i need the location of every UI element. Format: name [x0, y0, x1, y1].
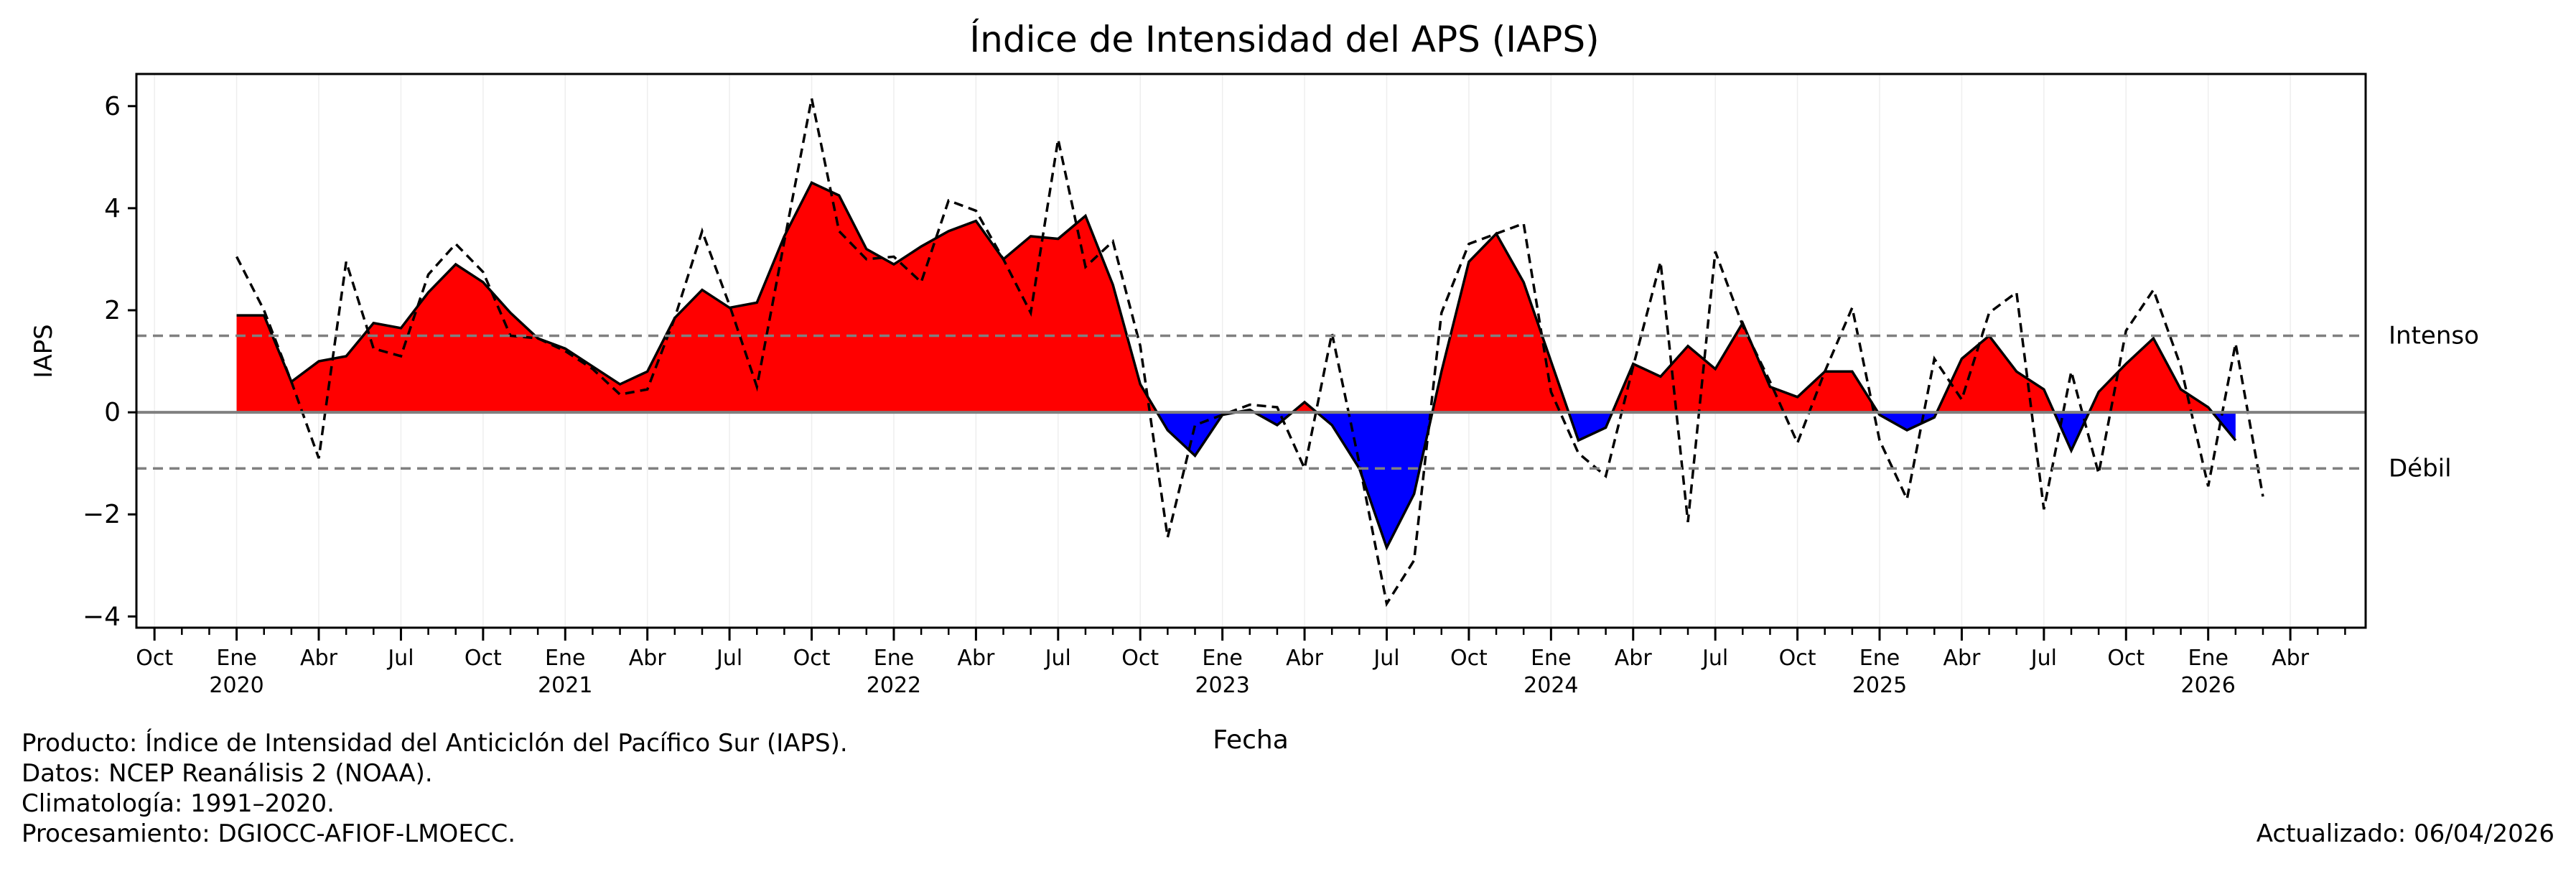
x-tick-label-month: Abr [1943, 646, 1981, 671]
footer-line-3: Climatología: 1991–2020. [22, 789, 335, 818]
x-axis-label: Fecha [1213, 725, 1289, 755]
monthly-dashed-line [235, 98, 2264, 608]
x-tick-label-year: 2022 [867, 673, 921, 698]
x-tick-label-month: Abr [1615, 646, 1653, 671]
x-tick-label-month: Abr [300, 646, 338, 671]
area-fills [236, 182, 2236, 548]
y-axis: −4 −2 0 2 4 6 [83, 92, 136, 631]
x-tick-label-month: Ene [1859, 646, 1900, 671]
x-tick-label-month: Abr [2272, 646, 2310, 671]
x-tick-label-month: Abr [1286, 646, 1324, 671]
x-tick-label-year: 2021 [538, 673, 592, 698]
x-tick-label-month: Abr [957, 646, 995, 671]
x-tick-label-month: Oct [793, 646, 831, 671]
y-tick-label: 0 [104, 398, 121, 427]
x-tick-label-month: Oct [1779, 646, 1816, 671]
y-axis-label: IAPS [29, 324, 58, 378]
plot-frame [135, 73, 2367, 629]
x-tick-label-month: Ene [2188, 646, 2228, 671]
threshold-label: Intenso [2389, 322, 2479, 350]
x-tick-label-year: 2024 [1523, 673, 1578, 698]
x-tick-label-month: Jul [2030, 646, 2057, 671]
x-tick-label-month: Jul [386, 646, 414, 671]
y-tick-label: −4 [83, 602, 121, 631]
y-tick-label: 4 [104, 194, 121, 223]
threshold-label: Débil [2389, 454, 2452, 483]
x-tick-label-month: Ene [216, 646, 256, 671]
x-tick-label-month: Ene [1202, 646, 1242, 671]
x-tick-label-month: Abr [629, 646, 667, 671]
y-tick-label: −2 [83, 500, 121, 529]
x-tick-label-month: Oct [2107, 646, 2145, 671]
thresholds: Intenso Débil [136, 322, 2479, 483]
x-tick-label-month: Oct [1121, 646, 1159, 671]
x-tick-label-month: Oct [465, 646, 502, 671]
chart-title: Índice de Intensidad del APS (IAPS) [969, 18, 1599, 60]
footer-line-1: Producto: Índice de Intensidad del Antic… [22, 728, 848, 758]
x-tick-label-year: 2025 [1852, 673, 1907, 698]
x-tick-label-month: Jul [715, 646, 742, 671]
x-tick-label-year: 2023 [1195, 673, 1249, 698]
x-tick-label-month: Jul [1044, 646, 1071, 671]
x-tick-label-year: 2020 [209, 673, 263, 698]
x-tick-label-month: Ene [874, 646, 914, 671]
y-tick-label: 2 [104, 296, 121, 325]
x-tick-label-month: Jul [1701, 646, 1728, 671]
footer-line-4: Procesamiento: DGIOCC-AFIOF-LMOECC. [22, 819, 515, 848]
x-tick-label-month: Oct [1450, 646, 1488, 671]
x-tick-label-month: Ene [1531, 646, 1571, 671]
x-tick-label-month: Oct [136, 646, 173, 671]
x-tick-label-month: Ene [545, 646, 585, 671]
x-tick-label-month: Jul [1372, 646, 1399, 671]
updated-date: Actualizado: 06/04/2026 [2257, 819, 2554, 848]
footer-line-2: Datos: NCEP Reanálisis 2 (NOAA). [22, 759, 433, 788]
positive-area-fill [236, 182, 2236, 413]
x-tick-label-year: 2026 [2181, 673, 2236, 698]
y-tick-label: 6 [104, 92, 121, 121]
